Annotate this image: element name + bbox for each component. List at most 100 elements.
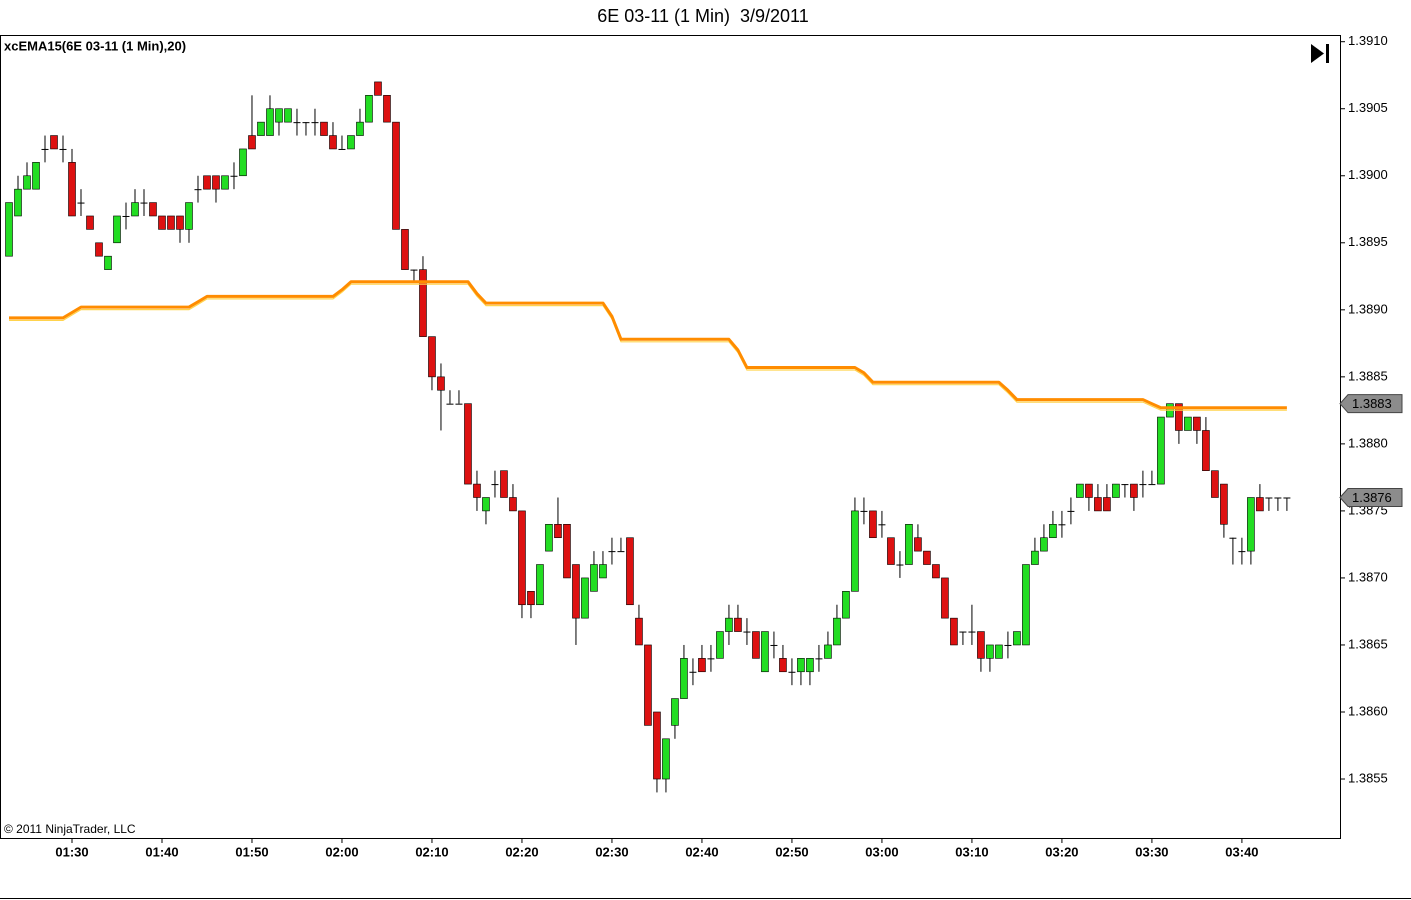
candle-body [752, 631, 760, 659]
candle-body [140, 202, 148, 204]
candle-body [86, 215, 94, 230]
candle-body [680, 658, 688, 699]
candle-body [779, 658, 787, 673]
candle-body [887, 537, 895, 565]
candle-body [410, 269, 418, 271]
candle-body [635, 617, 643, 646]
candle-body [923, 550, 931, 565]
candle-body [1103, 497, 1111, 512]
candle-body [950, 617, 958, 646]
candle-body [590, 564, 598, 592]
candle-body [338, 148, 346, 150]
y-tick-label: 1.3865 [1348, 636, 1388, 651]
price-marker-box [1339, 487, 1403, 507]
candle-body [788, 671, 796, 673]
price-marker-label: 1.3876 [1352, 490, 1392, 505]
candle-body [734, 617, 742, 632]
candle-body [860, 510, 868, 512]
candle-body [1112, 483, 1120, 498]
price-marker-label: 1.3883 [1352, 396, 1392, 411]
candle-body [230, 175, 238, 177]
candle-body [113, 215, 121, 244]
candle-body [284, 108, 292, 123]
candle-body [1049, 524, 1057, 539]
candle-body [455, 403, 463, 405]
candle-body [806, 658, 814, 673]
candle-body [212, 175, 220, 190]
candle-body [932, 564, 940, 579]
candle-body [473, 483, 481, 498]
x-tick-label: 03:40 [1225, 844, 1258, 859]
copyright: © 2011 NinjaTrader, LLC [4, 822, 136, 836]
candle-body [1265, 497, 1273, 499]
candle-body [275, 108, 283, 123]
candle-body [968, 631, 976, 633]
candle-body [194, 189, 202, 191]
candle-body [383, 95, 391, 123]
candle-body [437, 376, 445, 391]
x-tick-label: 03:10 [955, 844, 988, 859]
price-marker-box [1339, 394, 1403, 414]
candle-body [347, 135, 355, 150]
x-tick-label: 03:00 [865, 844, 898, 859]
y-tick-label: 1.3895 [1348, 234, 1388, 249]
candle-body [653, 711, 661, 780]
candle-body [1031, 550, 1039, 565]
candle-body [1058, 524, 1066, 526]
candle-body [644, 644, 652, 726]
candle-body [293, 122, 301, 124]
x-tick-label: 02:40 [685, 844, 718, 859]
candle-body [518, 510, 526, 606]
y-tick-label: 1.3860 [1348, 703, 1388, 718]
candle-body [617, 551, 625, 553]
candle-body [248, 135, 256, 150]
candle-body [122, 215, 130, 217]
y-tick-label: 1.3910 [1348, 33, 1388, 48]
candle-body [1184, 416, 1192, 431]
candle-body [1202, 430, 1210, 471]
candle-body [77, 202, 85, 204]
candle-body [401, 229, 409, 270]
candle-body [1130, 483, 1138, 498]
candle-body [563, 524, 571, 579]
y-tick-label: 1.3855 [1348, 770, 1388, 785]
candle-body [302, 122, 310, 124]
candle-body [707, 658, 715, 660]
candle-body [320, 121, 328, 136]
candle-body [446, 403, 454, 405]
candle-body [356, 121, 364, 136]
candle-body [131, 202, 139, 217]
candle-body [257, 121, 265, 136]
candle-body [1148, 484, 1156, 486]
x-tick-label: 03:30 [1135, 844, 1168, 859]
candle-body [266, 108, 274, 136]
ema-line-highlight [9, 283, 1287, 411]
candle-body [536, 564, 544, 606]
candle-body [689, 671, 697, 673]
x-tick-label: 01:40 [145, 844, 178, 859]
scroll-end-button[interactable] [1311, 44, 1329, 63]
candle-body [716, 631, 724, 659]
candle-body [491, 484, 499, 486]
candle-body [581, 577, 589, 619]
candle-body [554, 524, 562, 539]
candle-body [914, 537, 922, 552]
candle-body [743, 631, 751, 633]
candle-body [941, 577, 949, 619]
candle-body [1022, 564, 1030, 646]
x-tick-label: 02:10 [415, 844, 448, 859]
candle-body [329, 135, 337, 150]
candle-body [1139, 484, 1147, 486]
candle-body [608, 551, 616, 553]
x-tick-label: 03:20 [1045, 844, 1078, 859]
candle-body [1238, 551, 1246, 553]
candle-body [1211, 470, 1219, 498]
candle-body [1094, 497, 1102, 512]
x-tick-label: 02:30 [595, 844, 628, 859]
candle-body [662, 738, 670, 780]
candle-body [1283, 497, 1291, 499]
candles [5, 81, 1291, 793]
candle-body [851, 510, 859, 592]
candle-body [1040, 537, 1048, 552]
